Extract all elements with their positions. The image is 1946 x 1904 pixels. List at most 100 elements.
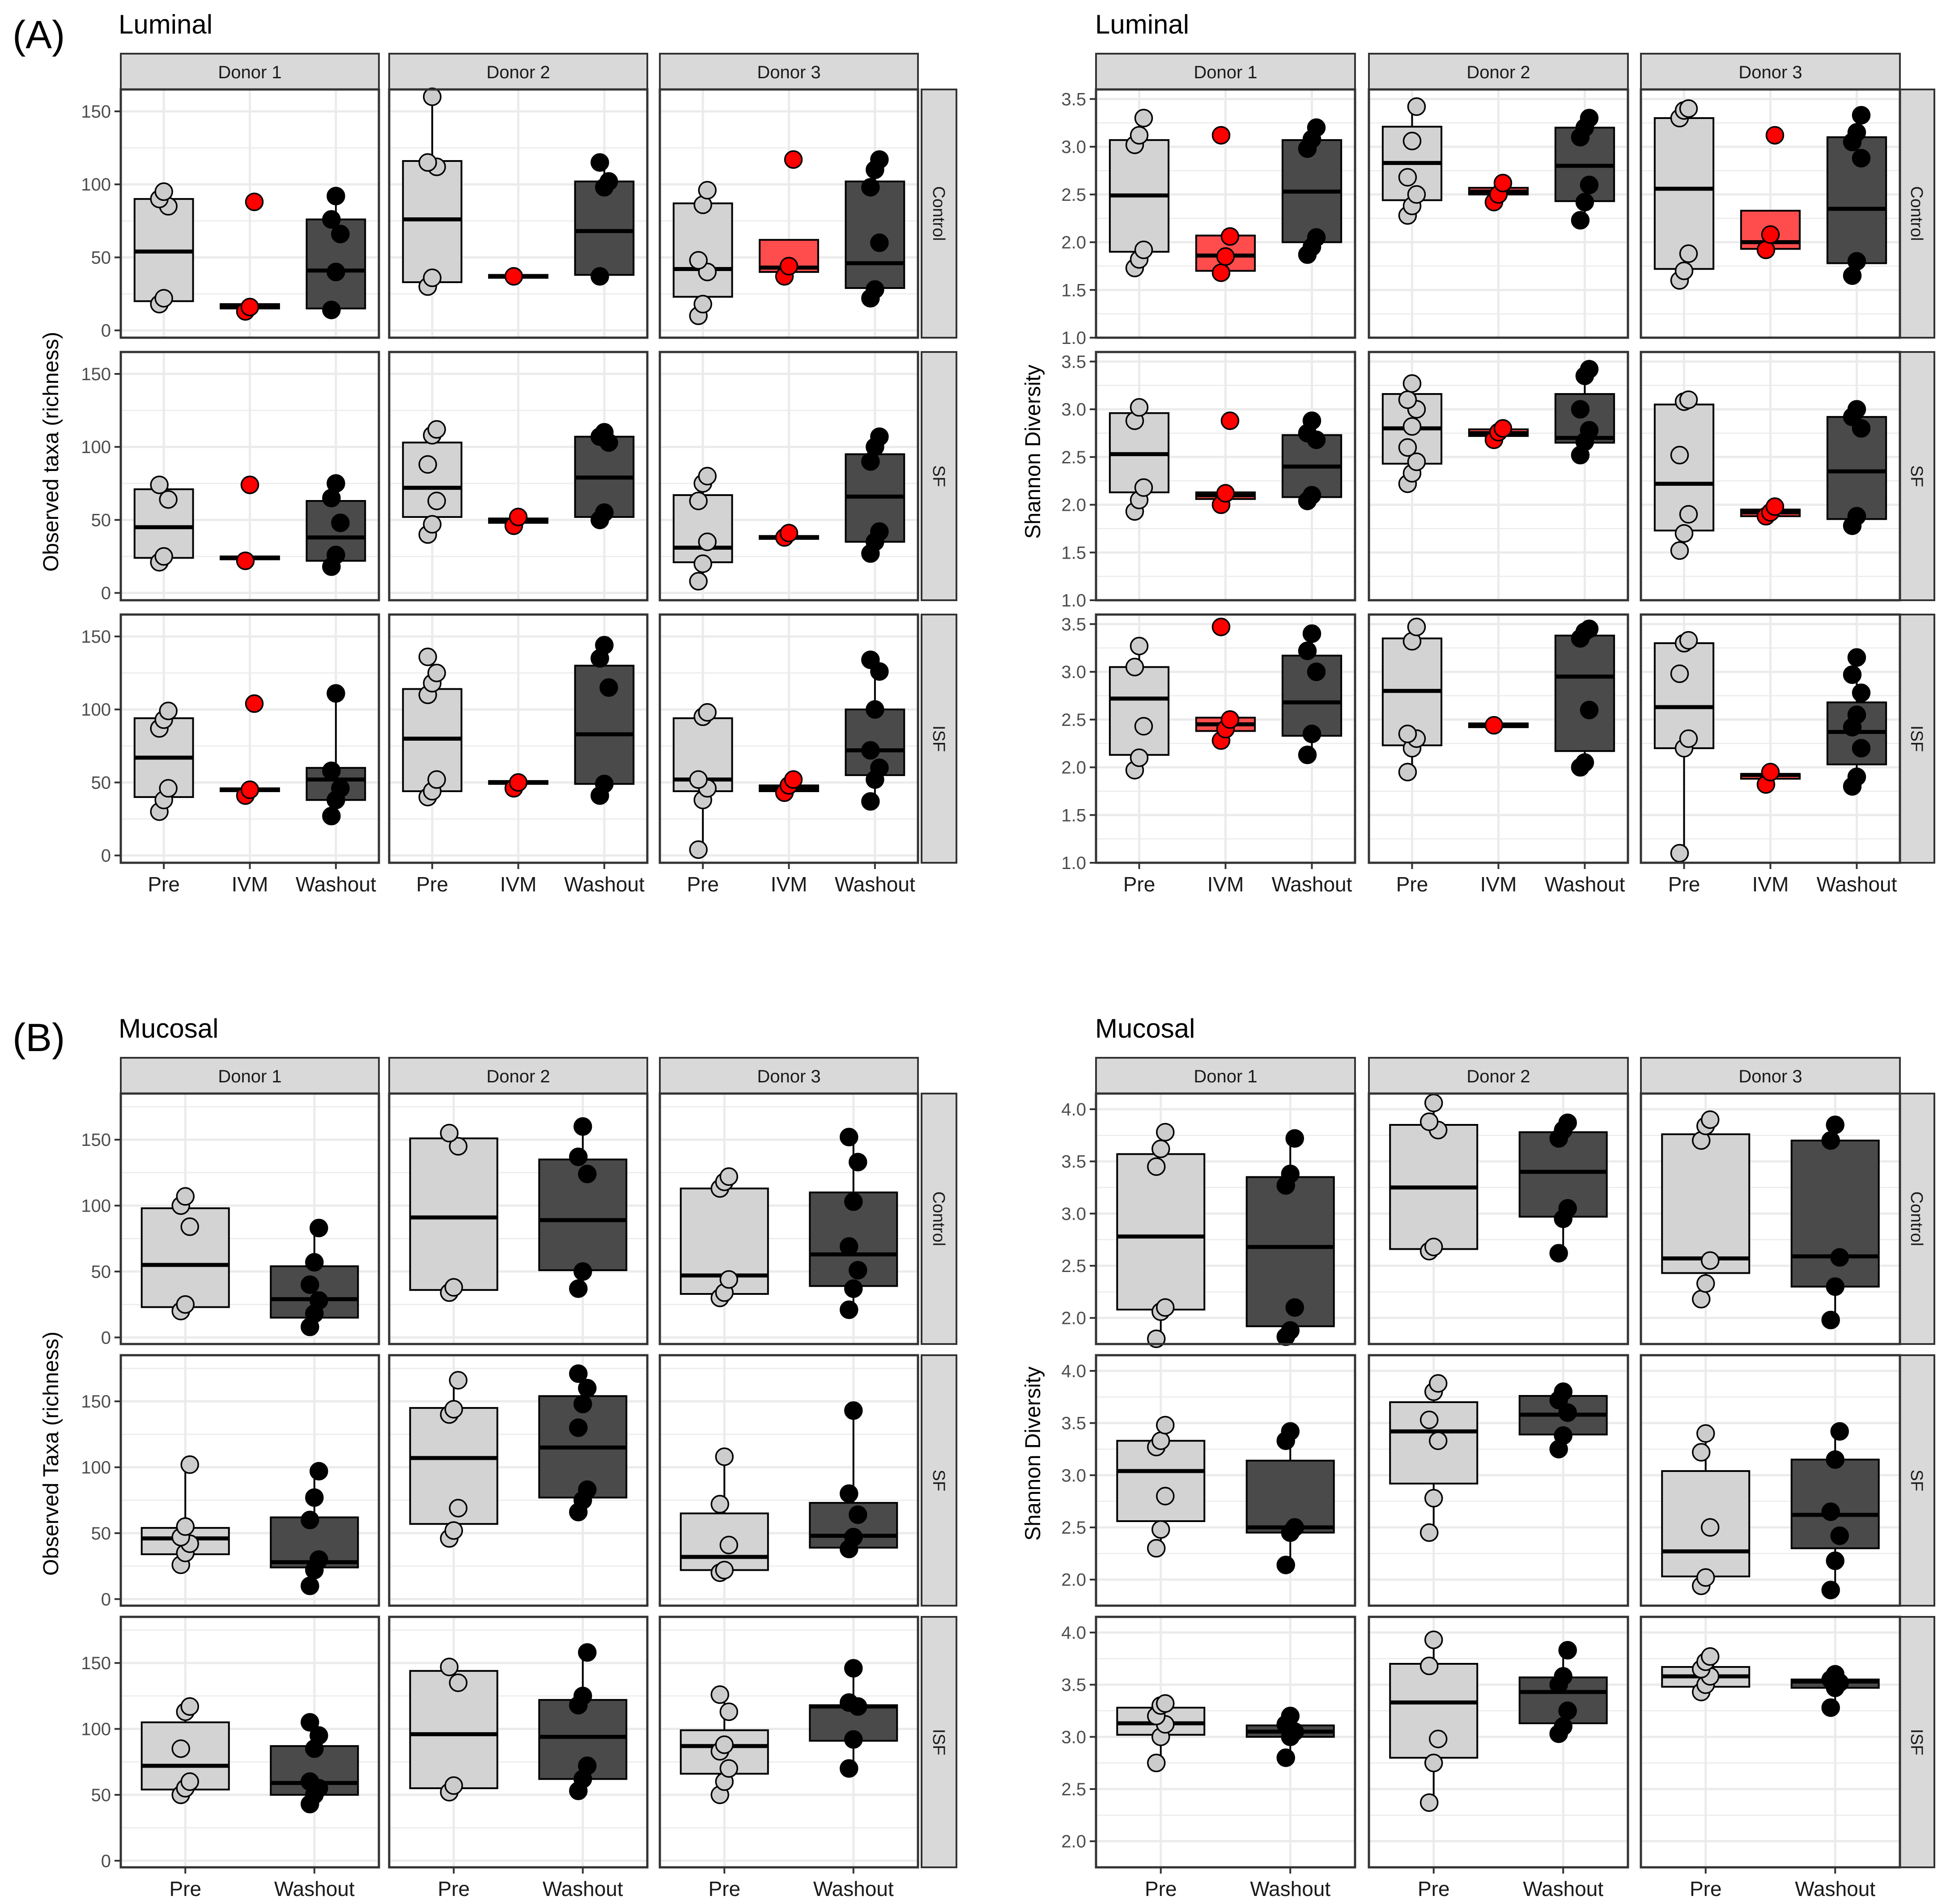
pre-point (1130, 636, 1149, 656)
pre-point (171, 1739, 190, 1758)
ivm-point (1761, 763, 1780, 781)
pre-point (1407, 97, 1426, 116)
washout-point (1285, 1518, 1304, 1537)
pre-point (440, 1124, 459, 1143)
y-tick-label: 4.0 (1061, 1361, 1086, 1381)
pre-point (1130, 398, 1149, 417)
pre-point (423, 87, 442, 106)
washout-point (861, 650, 880, 669)
washout-point (1580, 619, 1599, 638)
pre-point (715, 1735, 734, 1754)
washout-point (327, 546, 345, 564)
ivm-point (784, 150, 803, 169)
panel-border (388, 351, 649, 602)
washout-point (327, 474, 345, 493)
washout-point (1821, 1310, 1840, 1330)
y-axis-label: Observed Taxa (richness) (39, 1332, 63, 1576)
row-strip (921, 89, 957, 339)
pre-point (1420, 1656, 1439, 1675)
washout-point (870, 522, 889, 541)
ivm-point (1765, 497, 1785, 516)
pre-point (1679, 631, 1698, 650)
y-tick-label: 1.0 (1061, 853, 1086, 873)
washout-point (1571, 400, 1590, 419)
washout-point (301, 1510, 319, 1530)
pre-point (1670, 541, 1689, 560)
panel (1368, 613, 1629, 864)
y-tick-label: 150 (81, 627, 111, 647)
washout-point (1826, 1115, 1844, 1134)
pre-box (1116, 1153, 1206, 1310)
panel-border (1368, 1616, 1629, 1869)
washout-point (1852, 739, 1871, 758)
pre-point (427, 770, 446, 789)
washout-point (305, 1488, 324, 1507)
pre-box (409, 1670, 498, 1790)
pre-point (1701, 1518, 1720, 1537)
pre-point (159, 779, 178, 798)
y-tick-label: 0 (101, 1851, 111, 1871)
pre-point (715, 1561, 734, 1580)
pre-point (1134, 240, 1153, 259)
x-tick-label: Pre (708, 1877, 740, 1900)
pre-point (1420, 1112, 1439, 1131)
washout-point (870, 427, 889, 446)
pre-point (176, 1187, 195, 1206)
washout-point (1307, 228, 1326, 247)
washout-point (840, 1484, 858, 1503)
ivm-point (1765, 126, 1785, 145)
panel (1368, 351, 1629, 602)
pre-box (672, 202, 733, 298)
washout-point (844, 1192, 863, 1211)
x-tick-label: Washout (1545, 873, 1625, 896)
washout-point (1847, 507, 1866, 526)
washout-point (1847, 705, 1866, 724)
washout-point (1580, 360, 1599, 379)
pre-point (1670, 445, 1689, 465)
pre-point (1692, 1289, 1711, 1309)
ivm-point (236, 551, 255, 570)
pre-point (440, 1658, 459, 1676)
y-tick-label: 2.5 (1061, 1780, 1086, 1799)
pre-point (698, 466, 717, 486)
pre-point (1402, 374, 1422, 393)
y-tick-label: 100 (81, 1720, 111, 1739)
y-tick-label: 3.5 (1061, 352, 1086, 372)
washout-point (1843, 665, 1862, 684)
donor-strip (120, 53, 380, 90)
washout-point (574, 1117, 592, 1136)
washout-point (595, 636, 614, 655)
washout-point (331, 779, 350, 798)
chart-title: Luminal (1095, 9, 1189, 39)
y-tick-label: 3.5 (1061, 1152, 1086, 1172)
washout-point (1298, 641, 1317, 660)
pre-point (1407, 618, 1426, 636)
pre-point (1679, 729, 1698, 748)
pre-point (689, 572, 708, 591)
y-tick-label: 150 (81, 1654, 111, 1673)
washout-point (1830, 1248, 1849, 1267)
washout-point (870, 233, 889, 252)
panel (1640, 1616, 1901, 1869)
pre-point (1147, 1753, 1166, 1773)
pre-point (1701, 1251, 1720, 1270)
y-tick-label: 2.0 (1061, 758, 1086, 778)
pre-point (1156, 1123, 1175, 1142)
panel (119, 1354, 380, 1607)
ivm-point (245, 694, 264, 713)
y-tick-label: 100 (81, 175, 111, 195)
washout-box (574, 180, 635, 276)
row-strip-label: Control (1907, 186, 1926, 241)
ivm-point (1484, 716, 1504, 735)
panel (659, 88, 919, 339)
pre-point (1130, 748, 1149, 767)
y-tick-label: 150 (81, 1130, 111, 1150)
donor-strip-label: Donor 3 (757, 63, 820, 82)
washout-point (1580, 175, 1599, 195)
washout-point (870, 759, 889, 777)
washout-point (1307, 118, 1326, 137)
x-tick-label: Pre (1668, 873, 1700, 896)
washout-point (599, 678, 618, 697)
washout-point (1580, 421, 1599, 440)
row-strip (921, 614, 957, 864)
